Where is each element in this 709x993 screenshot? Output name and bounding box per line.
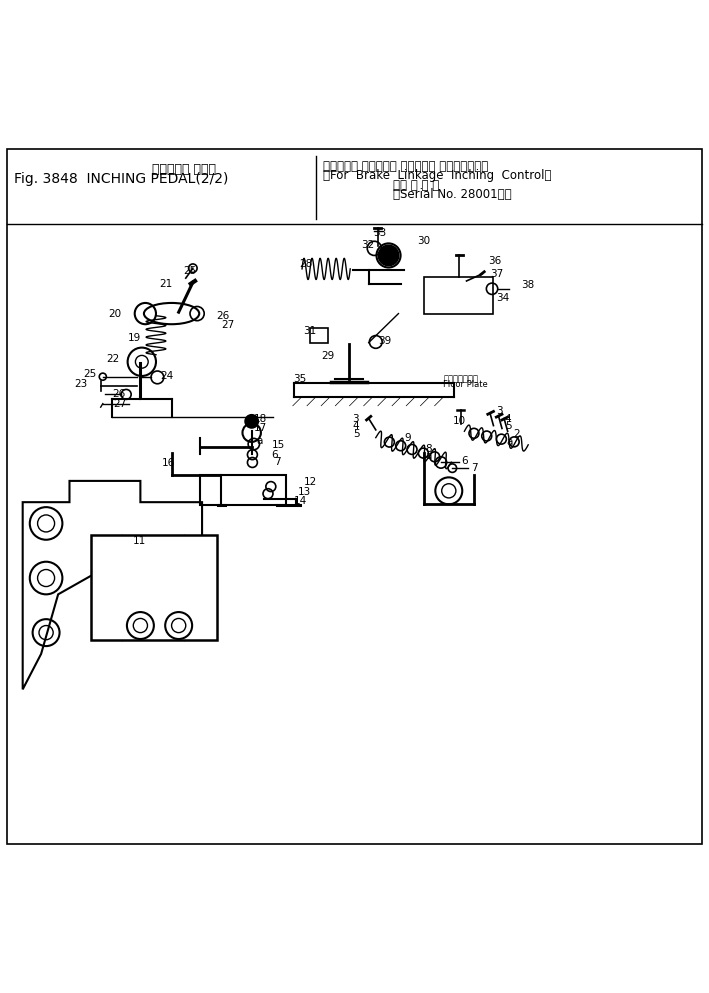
Circle shape (379, 245, 398, 265)
Text: 7: 7 (274, 458, 280, 468)
Text: 17: 17 (254, 423, 267, 433)
Text: 12: 12 (303, 478, 317, 488)
Text: 2: 2 (513, 429, 520, 439)
Text: 38: 38 (521, 280, 535, 290)
Text: 31: 31 (303, 326, 317, 336)
Text: 7: 7 (471, 463, 477, 473)
Text: 27: 27 (113, 398, 127, 409)
Text: 6: 6 (461, 456, 467, 466)
Text: 4: 4 (505, 413, 511, 423)
Text: 33: 33 (374, 227, 387, 237)
Text: 25: 25 (83, 368, 96, 379)
Text: 20: 20 (108, 309, 122, 319)
Text: 26: 26 (216, 312, 230, 322)
Text: a: a (425, 451, 432, 461)
Text: 25: 25 (183, 266, 196, 276)
Text: 35: 35 (293, 373, 306, 384)
Text: 3: 3 (496, 406, 503, 416)
Bar (91, 535, 217, 639)
Text: 29: 29 (321, 352, 335, 361)
Text: 14: 14 (294, 496, 308, 505)
Text: 28: 28 (299, 259, 313, 269)
Text: 23: 23 (74, 379, 88, 389)
Text: Floor Plate: Floor Plate (443, 380, 488, 389)
Polygon shape (23, 481, 202, 689)
Text: 39: 39 (378, 336, 391, 346)
Text: 8: 8 (425, 444, 432, 454)
Text: （適 用 号 機: （適 用 号 機 (393, 179, 440, 192)
Text: 11: 11 (133, 536, 147, 546)
Text: 5: 5 (505, 421, 511, 431)
Bar (200, 476, 286, 505)
Text: 27: 27 (221, 320, 235, 330)
Text: （ブレーキ リンケージ インチング コントロール用: （ブレーキ リンケージ インチング コントロール用 (323, 160, 488, 173)
Text: 16: 16 (162, 458, 175, 468)
Text: a: a (257, 436, 263, 446)
Text: 10: 10 (452, 416, 466, 426)
Circle shape (245, 415, 258, 428)
Text: 36: 36 (488, 256, 501, 266)
Text: 21: 21 (160, 279, 173, 289)
Text: インチング ペダル: インチング ペダル (152, 163, 216, 177)
Text: 4: 4 (352, 421, 359, 431)
Text: フロアプレート: フロアプレート (443, 374, 478, 383)
Text: 15: 15 (272, 441, 285, 451)
Bar (424, 277, 493, 314)
Text: （Serial No. 28001～）: （Serial No. 28001～） (393, 188, 512, 202)
Text: 6: 6 (272, 450, 278, 460)
Text: 34: 34 (496, 293, 510, 303)
Text: 37: 37 (491, 269, 504, 279)
Bar (310, 329, 328, 343)
Text: 18: 18 (254, 413, 267, 423)
Text: 32: 32 (362, 239, 375, 250)
Text: 13: 13 (298, 487, 311, 496)
Text: 5: 5 (354, 429, 360, 439)
Text: 3: 3 (352, 413, 359, 423)
Text: a: a (506, 437, 513, 447)
Text: 9: 9 (404, 433, 411, 443)
Text: 19: 19 (128, 333, 141, 343)
Text: 30: 30 (417, 236, 430, 246)
Text: Fig. 3848  INCHING PEDAL(2/2): Fig. 3848 INCHING PEDAL(2/2) (14, 172, 228, 186)
Text: （For  Brake  Linkage  Inching  Control）: （For Brake Linkage Inching Control） (323, 169, 551, 182)
Text: 24: 24 (160, 371, 174, 381)
Text: 26: 26 (112, 389, 125, 399)
Text: 22: 22 (106, 354, 120, 364)
